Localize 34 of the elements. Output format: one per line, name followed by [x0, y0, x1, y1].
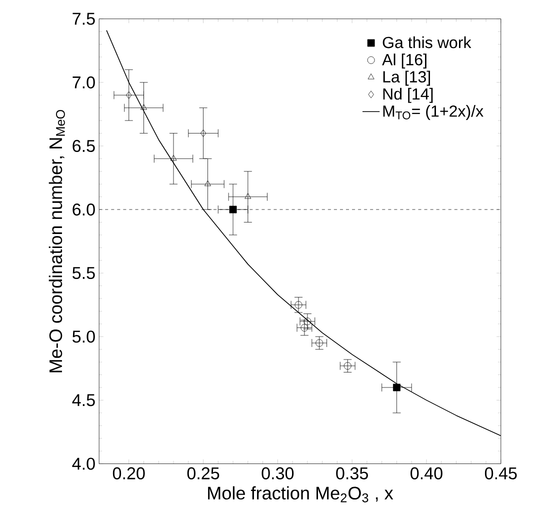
x-tick-label: 0.35 [336, 467, 368, 480]
y-tick-label: 5.0 [72, 330, 95, 343]
point [140, 104, 147, 110]
legend-label: Al [16] [382, 54, 426, 69]
y-tick-label: 6.5 [72, 140, 95, 152]
y-tick-label: 4.5 [72, 394, 95, 406]
x-tick-label: 0.45 [484, 467, 517, 480]
point [126, 91, 132, 99]
legend-label: La [13] [383, 70, 430, 86]
point [200, 130, 206, 138]
point [300, 324, 308, 332]
point [316, 339, 324, 347]
y-tick-label: 7.0 [72, 76, 95, 89]
x-tick-label: 0.20 [112, 467, 145, 480]
y-tick-label: 4.0 [72, 458, 95, 470]
y-tick-label: 6.0 [72, 204, 95, 216]
legend-label: Ga this work [382, 36, 472, 48]
point [229, 206, 237, 214]
point [304, 318, 312, 326]
legend-label: Nd [14] [383, 88, 433, 103]
point [204, 180, 211, 186]
point [170, 155, 177, 161]
point [244, 193, 252, 199]
y-axis-title: Me-O coordination number, N$_{MeO}$ [48, 110, 65, 372]
x-tick-label: 0.25 [187, 467, 220, 480]
y-tick-label: 5.5 [72, 267, 95, 280]
legend-label: M$_{TO}$= (1+2x)/x [383, 105, 484, 120]
x-tick-label: 0.40 [410, 467, 442, 480]
point [393, 384, 400, 392]
x-tick-label: 0.30 [262, 467, 294, 480]
point [294, 301, 302, 309]
point [344, 362, 352, 370]
y-tick-label: 7.5 [72, 12, 95, 25]
x-axis-title: Mole fraction Me$_{2}$O$_{3}$ , x [208, 486, 394, 502]
